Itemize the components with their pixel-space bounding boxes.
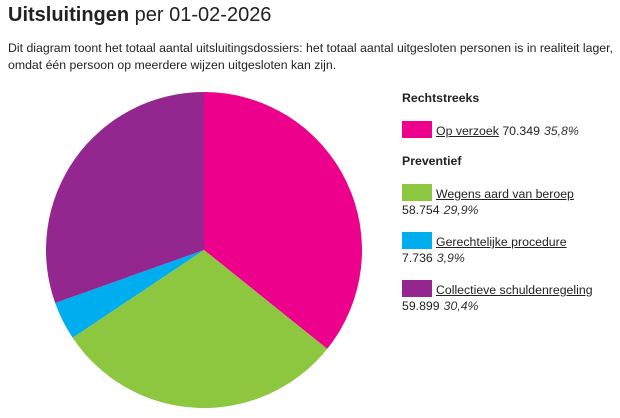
legend-link[interactable]: Wegens aard van beroep (436, 187, 574, 201)
pie-chart (46, 92, 362, 409)
legend: Rechtstreeks Op verzoek 70.349 35,8% Prev… (402, 90, 614, 328)
pie-slice-gerechtelijke-procedure[interactable] (55, 250, 204, 338)
legend-value: 70.349 (502, 124, 540, 138)
legend-pct: 30,4% (443, 299, 479, 313)
pie-slice-wegens-aard-van-beroep[interactable] (72, 250, 328, 409)
legend-swatch (402, 280, 432, 297)
legend-swatch (402, 184, 432, 201)
legend-swatch (402, 121, 432, 138)
legend-item-beroep: Wegens aard van beroep 58.754 29,9% (402, 184, 614, 218)
legend-item-schuldenregeling: Collectieve schuldenregeling 59.899 30,4% (402, 280, 614, 314)
legend-value: 7.736 (402, 251, 433, 265)
legend-item-gerechtelijk: Gerechtelijke procedure 7.736 3,9% (402, 232, 614, 266)
legend-link[interactable]: Gerechtelijke procedure (436, 235, 567, 249)
pie-slice-collectieve-schuldenregeling[interactable] (46, 92, 204, 304)
legend-link[interactable]: Op verzoek (436, 124, 499, 138)
legend-pct: 3,9% (436, 251, 465, 265)
legend-group-title: Preventief (402, 154, 462, 168)
legend-group-title: Rechtstreeks (402, 91, 480, 105)
legend-pct: 35,8% (543, 124, 579, 138)
legend-swatch (402, 232, 432, 249)
legend-item-op-verzoek: Op verzoek 70.349 35,8% (402, 121, 614, 139)
legend-value: 58.754 (402, 203, 440, 217)
legend-pct: 29,9% (443, 203, 479, 217)
description: Dit diagram toont het totaal aantal uits… (8, 41, 613, 72)
pie-slice-op-verzoek[interactable] (204, 92, 362, 349)
legend-value: 59.899 (402, 299, 440, 313)
legend-link[interactable]: Collectieve schuldenregeling (436, 283, 593, 297)
page-title: Uitsluitingen per 01-02-2026 (8, 4, 272, 26)
